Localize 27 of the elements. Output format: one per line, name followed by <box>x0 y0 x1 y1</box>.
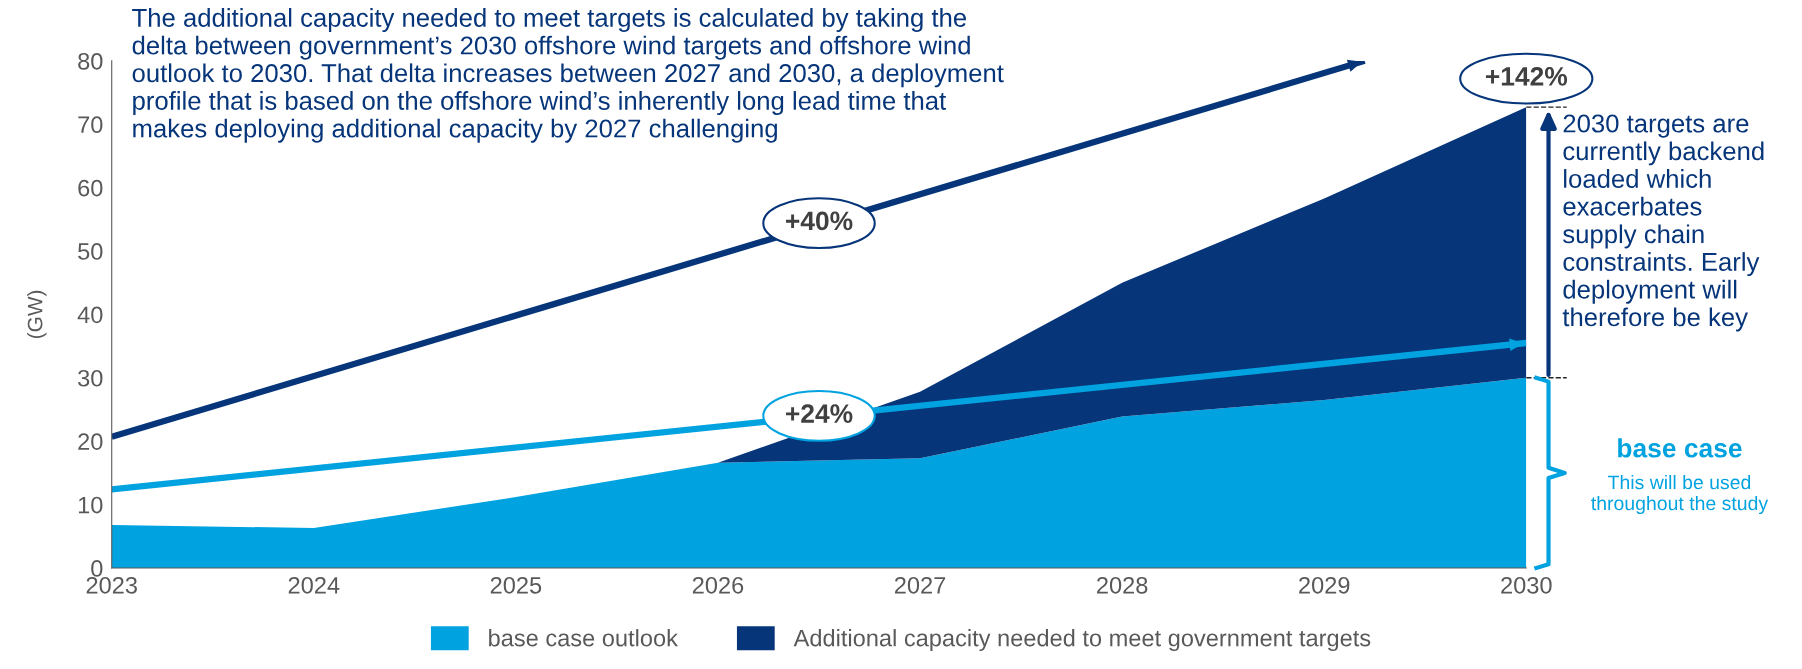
text: This will be used throughout the study <box>1591 474 1769 515</box>
x-tick-label: 2024 <box>288 576 340 594</box>
y-tick-label: 70 <box>78 116 103 134</box>
y-tick-label: 80 <box>78 52 103 70</box>
legend-label: base case outlook <box>489 629 678 647</box>
x-tick-label: 2025 <box>490 576 542 594</box>
y-axis-title: (GW) <box>27 290 47 339</box>
x-tick-label: 2030 <box>1501 576 1552 594</box>
y-tick-label: 60 <box>78 179 103 197</box>
x-tick-label: 2026 <box>692 576 744 594</box>
y-tick-label: 20 <box>78 433 103 450</box>
y-tick-label: 50 <box>78 243 103 260</box>
x-tick-label: 2027 <box>894 576 946 594</box>
y-tick-label: 10 <box>78 496 103 514</box>
y-tick-label: 40 <box>77 306 103 324</box>
y-tick-label: 30 <box>78 369 103 387</box>
annotation: The additional capacity needed to meet targets is calculated by taking the delta between government’s 2030 offshore wind targets and offshore wind outlook to 2030. That delta increases between 2027 and 2030, a deployment profile that is based on the offshore wind’s inherently long lead time that makes deploying additional capacity by 2027 challenging <box>132 8 1004 143</box>
text: base case <box>1618 438 1742 458</box>
y-tick-label: 0 <box>91 560 103 577</box>
annotation: +142% <box>1485 67 1568 86</box>
text: 2030 targets are currently backend loaded which exacerbates supply chain constraints. Early deployment will therefore be key <box>1562 114 1764 332</box>
x-tick-label: 2029 <box>1299 576 1350 594</box>
annotation: +24% <box>786 404 853 423</box>
x-tick-label: 2028 <box>1097 576 1148 594</box>
legend-label: Additional capacity needed to meet government targets <box>793 629 1371 652</box>
x-tick-label: 2023 <box>86 576 137 594</box>
annotation: +40% <box>786 211 853 231</box>
